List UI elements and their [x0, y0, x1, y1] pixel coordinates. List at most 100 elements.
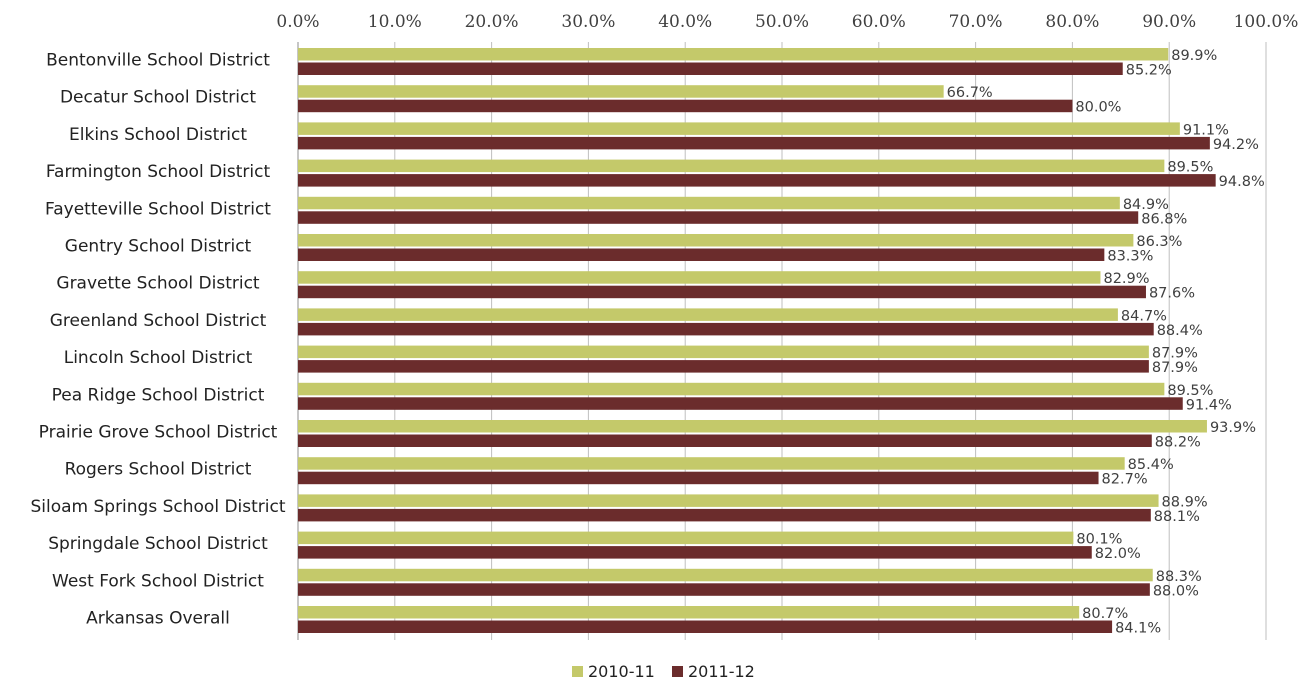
bar-2011-12-3 [298, 174, 1216, 187]
category-labels: Bentonville School District Decatur Schoo… [30, 51, 285, 629]
category-label: Prairie Grove School District [39, 423, 278, 443]
x-tick-label: 100.0% [1234, 12, 1299, 32]
category-label: Elkins School District [69, 125, 247, 145]
bar-2010-11-14 [298, 568, 1153, 582]
data-label: 88.4% [1157, 323, 1203, 339]
category-label: Springdale School District [48, 534, 268, 554]
data-label: 88.9% [1162, 494, 1208, 510]
bar-2010-11-12 [298, 494, 1159, 507]
data-label: 82.7% [1102, 472, 1148, 488]
data-label: 89.5% [1167, 383, 1213, 399]
bar-2010-11-13 [298, 531, 1074, 545]
legend: 2010-11 2011-12 [572, 662, 755, 681]
data-label: 88.2% [1155, 435, 1201, 451]
data-label: 66.7% [947, 85, 993, 101]
data-label: 84.9% [1123, 197, 1169, 213]
bar-2011-12-15 [298, 620, 1113, 633]
legend-label: 2011-12 [688, 662, 755, 681]
x-tick-label: 80.0% [1045, 12, 1099, 32]
category-label: Gentry School District [65, 237, 252, 257]
legend-swatch [572, 666, 583, 677]
bar-2011-12-14 [298, 583, 1150, 596]
category-label: Greenland School District [50, 311, 267, 331]
bar-2011-12-0 [298, 62, 1123, 75]
bar-2010-11-3 [298, 159, 1165, 173]
bar-2011-12-10 [298, 434, 1152, 447]
bar-2011-12-5 [298, 248, 1105, 261]
category-label: Siloam Springs School District [30, 497, 285, 517]
data-label: 80.1% [1076, 532, 1122, 548]
bar-2010-11-8 [298, 345, 1149, 359]
x-tick-label: 20.0% [465, 12, 519, 32]
bar-2011-12-2 [298, 136, 1210, 150]
data-label: 86.3% [1136, 234, 1182, 250]
category-label: Gravette School District [56, 274, 260, 294]
bar-2010-11-5 [298, 234, 1134, 247]
bar-2010-11-11 [298, 457, 1125, 470]
data-label: 84.7% [1121, 308, 1167, 324]
data-label: 93.9% [1210, 420, 1256, 436]
category-label: Farmington School District [46, 162, 271, 182]
data-label: 88.3% [1156, 569, 1202, 585]
data-label: 80.0% [1075, 100, 1121, 116]
bar-2010-11-9 [298, 382, 1165, 396]
category-label: Fayetteville School District [45, 199, 271, 219]
data-label: 82.0% [1095, 546, 1141, 562]
data-label: 88.0% [1153, 583, 1199, 599]
bar-2011-12-9 [298, 397, 1183, 410]
data-label: 89.9% [1171, 48, 1217, 64]
data-label: 84.1% [1115, 621, 1161, 637]
data-label: 94.8% [1219, 174, 1265, 190]
legend-swatch [672, 666, 683, 677]
x-tick-label: 60.0% [852, 12, 906, 32]
bar-2011-12-8 [298, 360, 1149, 373]
legend-label: 2010-11 [588, 662, 655, 681]
data-label: 85.4% [1128, 457, 1174, 473]
bar-2010-11-1 [298, 85, 944, 98]
x-tick-label: 70.0% [949, 12, 1003, 32]
data-labels: 89.9%85.2%66.7%80.0%91.1%94.2%89.5%94.8%… [947, 48, 1265, 637]
x-tick-label: 10.0% [368, 12, 422, 32]
category-label: Arkansas Overall [86, 609, 230, 629]
bar-2010-11-6 [298, 271, 1101, 284]
data-label: 85.2% [1126, 63, 1172, 79]
bar-2011-12-13 [298, 546, 1092, 559]
data-label: 89.5% [1167, 160, 1213, 176]
category-label: Rogers School District [65, 460, 252, 480]
category-label: Bentonville School District [46, 51, 270, 71]
x-tick-label: 40.0% [658, 12, 712, 32]
data-label: 88.1% [1154, 509, 1200, 525]
x-axis-ticks: 0.0% 10.0% 20.0% 30.0% 40.0% 50.0% 60.0% 70.0% 8… [276, 12, 1298, 32]
bar-2011-12-4 [298, 211, 1139, 224]
category-label: West Fork School District [52, 571, 264, 591]
bar-2010-11-0 [298, 48, 1169, 61]
x-tick-label: 30.0% [561, 12, 615, 32]
bar-2011-12-11 [298, 471, 1099, 485]
data-label: 86.8% [1141, 211, 1187, 227]
data-label: 91.1% [1183, 122, 1229, 138]
bar-2010-11-15 [298, 606, 1080, 619]
category-label: Decatur School District [60, 88, 256, 108]
data-label: 83.3% [1107, 249, 1153, 265]
data-label: 80.7% [1082, 606, 1128, 622]
bar-2011-12-7 [298, 322, 1154, 336]
bar-2010-11-2 [298, 122, 1180, 135]
x-tick-label: 0.0% [276, 12, 319, 32]
category-label: Pea Ridge School District [52, 385, 265, 405]
data-label: 87.9% [1152, 360, 1198, 376]
bar-2010-11-4 [298, 196, 1120, 210]
bar-2011-12-1 [298, 99, 1073, 113]
bar-2011-12-6 [298, 285, 1146, 299]
data-label: 94.2% [1213, 137, 1259, 153]
category-label: Lincoln School District [64, 348, 253, 368]
x-tick-label: 50.0% [755, 12, 809, 32]
data-label: 91.4% [1186, 397, 1232, 413]
data-label: 87.6% [1149, 286, 1195, 302]
bars [298, 48, 1216, 633]
bar-2010-11-10 [298, 420, 1207, 433]
x-tick-label: 90.0% [1142, 12, 1196, 32]
bar-2011-12-12 [298, 508, 1151, 522]
data-label: 82.9% [1103, 271, 1149, 287]
data-label: 87.9% [1152, 346, 1198, 362]
